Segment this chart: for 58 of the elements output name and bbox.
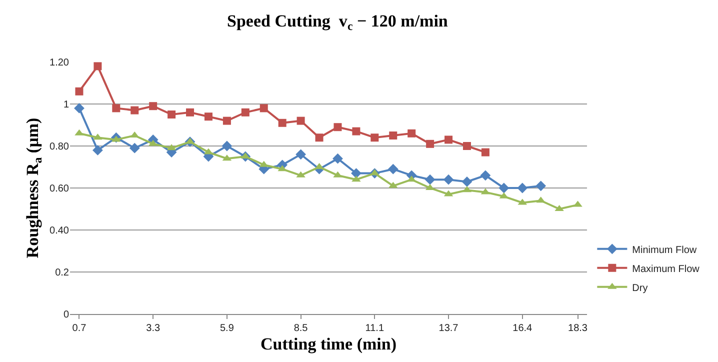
legend-label: Dry bbox=[632, 282, 648, 294]
point bbox=[426, 140, 434, 148]
point bbox=[443, 174, 454, 185]
chart-title: Speed Cutting v$_{c}$ − 120 m/min bbox=[227, 11, 448, 33]
point bbox=[498, 182, 510, 194]
x-tick-label: 3.3 bbox=[146, 323, 160, 334]
y-tick-label: 1 bbox=[63, 100, 70, 110]
y-tick-label: 0.40 bbox=[50, 226, 70, 236]
point bbox=[75, 87, 84, 96]
x-tick-label: 11.1 bbox=[365, 323, 384, 334]
point bbox=[296, 149, 306, 160]
point bbox=[94, 62, 102, 70]
y-tick-label: 0.2 bbox=[55, 268, 70, 278]
point bbox=[444, 136, 453, 144]
point bbox=[536, 180, 546, 192]
point bbox=[186, 108, 194, 116]
x-axis-title: Cutting time (min) bbox=[260, 334, 396, 354]
point bbox=[334, 123, 342, 132]
point bbox=[480, 170, 491, 181]
x-tick-label: 13.7 bbox=[438, 323, 459, 334]
point bbox=[408, 129, 416, 138]
point bbox=[149, 102, 158, 110]
legend-label: Minimum Flow bbox=[632, 244, 698, 256]
point bbox=[370, 134, 379, 142]
point bbox=[260, 104, 268, 112]
point bbox=[129, 142, 140, 154]
point bbox=[332, 153, 343, 164]
x-tick-label: 18.3 bbox=[568, 323, 588, 334]
point bbox=[517, 182, 528, 194]
point bbox=[352, 127, 360, 136]
point bbox=[462, 176, 472, 187]
legend-label: Maximum Flow bbox=[632, 264, 700, 275]
x-tick-label: 8.5 bbox=[294, 323, 308, 334]
point bbox=[462, 142, 471, 150]
point bbox=[92, 145, 103, 156]
point bbox=[168, 110, 176, 118]
point bbox=[222, 116, 231, 125]
y-tick-label: 0 bbox=[63, 310, 70, 320]
point bbox=[204, 112, 212, 121]
point bbox=[424, 174, 436, 185]
point bbox=[389, 132, 398, 140]
point bbox=[130, 106, 139, 114]
point bbox=[74, 103, 84, 114]
point bbox=[296, 116, 305, 125]
point bbox=[278, 118, 286, 127]
point bbox=[481, 148, 490, 156]
point bbox=[388, 164, 398, 174]
point bbox=[222, 140, 232, 152]
point bbox=[351, 168, 362, 178]
x-tick-label: 16.4 bbox=[512, 323, 533, 334]
point bbox=[241, 108, 250, 116]
y-tick-label: 1.20 bbox=[50, 58, 70, 68]
point bbox=[315, 134, 324, 142]
x-tick-label: 5.9 bbox=[220, 323, 234, 334]
x-tick-label: 0.7 bbox=[72, 323, 87, 334]
point bbox=[112, 104, 120, 112]
y-tick-label: 0.80 bbox=[50, 142, 70, 152]
y-tick-label: 0.60 bbox=[50, 184, 70, 194]
